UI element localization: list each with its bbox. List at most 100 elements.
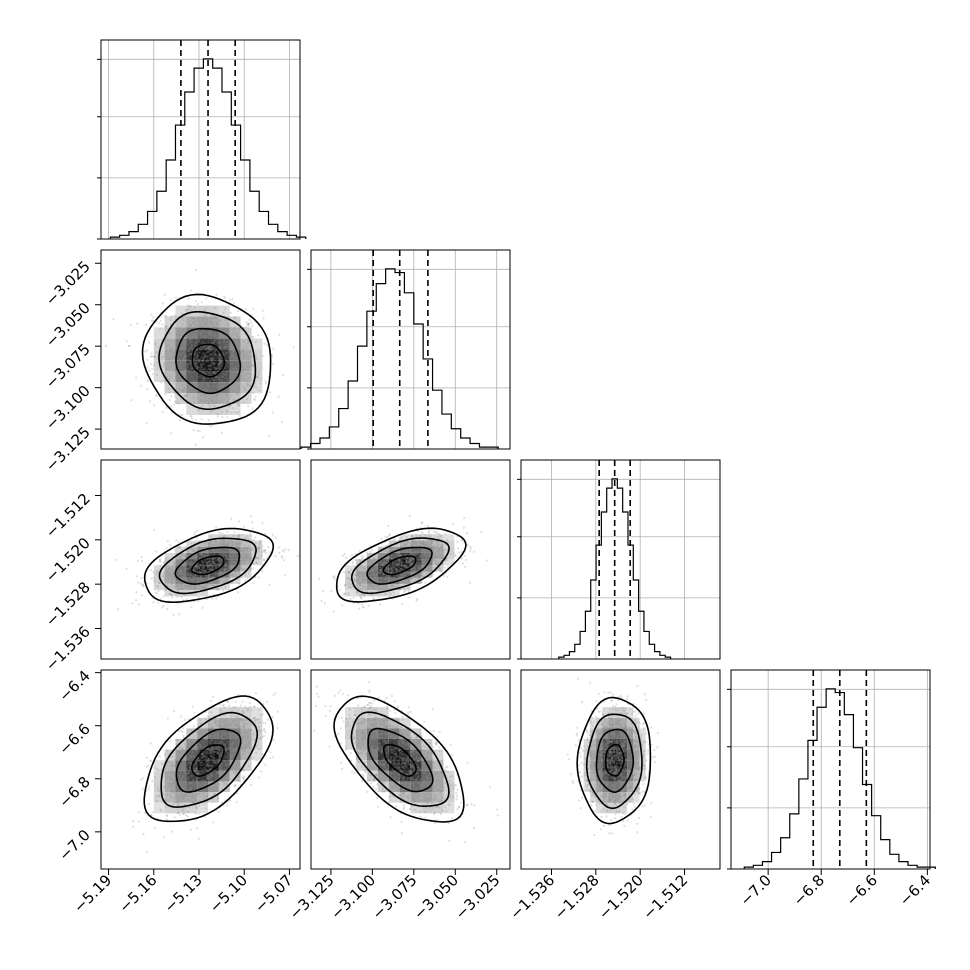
scatter-point — [338, 589, 341, 592]
density-cell — [614, 802, 621, 814]
scatter-point — [364, 579, 367, 582]
scatter-point — [404, 575, 407, 578]
scatter-point — [261, 752, 264, 756]
scatter-point — [236, 762, 239, 765]
scatter-point — [212, 352, 215, 355]
scatter-point — [234, 366, 237, 369]
scatter-point — [202, 564, 205, 568]
scatter-point — [218, 708, 222, 712]
scatter-point — [392, 539, 395, 542]
scatter-point — [179, 783, 182, 786]
density-cell — [355, 760, 367, 771]
scatter-point — [200, 356, 203, 359]
scatter-point — [239, 704, 242, 707]
scatter-point — [208, 741, 211, 744]
scatter-point — [226, 365, 229, 368]
density-cell — [208, 360, 219, 372]
scatter-point — [190, 578, 193, 581]
scatter-point — [292, 346, 295, 349]
scatter-point — [185, 568, 188, 571]
scatter-point — [184, 369, 187, 372]
scatter-point — [201, 358, 204, 361]
scatter-point — [216, 771, 219, 775]
scatter-point — [245, 556, 248, 559]
scatter-point — [206, 355, 209, 358]
scatter-point — [178, 746, 182, 749]
scatter-point — [225, 555, 228, 558]
density-cell — [208, 577, 219, 584]
scatter-point — [180, 794, 183, 797]
scatter-point — [234, 356, 237, 359]
scatter-point — [206, 774, 209, 777]
scatter-point — [190, 417, 194, 420]
scatter-point — [205, 348, 208, 351]
scatter-point — [209, 323, 212, 326]
scatter-point — [182, 760, 185, 763]
scatter-point — [254, 340, 258, 343]
scatter-point — [179, 566, 182, 569]
scatter-point — [235, 392, 238, 395]
scatter-point — [203, 729, 206, 732]
scatter-point — [204, 738, 207, 741]
scatter-point — [201, 764, 204, 767]
scatter-point — [146, 380, 149, 383]
scatter-point — [214, 352, 217, 355]
scatter-point — [438, 567, 442, 570]
density-cell — [197, 739, 209, 750]
scatter-point — [214, 372, 217, 375]
scatter-point — [201, 436, 204, 439]
scatter-point — [141, 583, 144, 586]
scatter-point — [258, 542, 261, 546]
scatter-point — [243, 378, 246, 381]
scatter-point — [202, 733, 205, 736]
scatter-point — [331, 575, 335, 578]
scatter-point — [206, 565, 209, 568]
scatter-point — [212, 560, 215, 563]
scatter-point — [230, 565, 233, 568]
scatter-point — [174, 392, 177, 395]
scatter-point — [209, 365, 212, 368]
scatter-point — [215, 368, 218, 371]
scatter-point — [184, 395, 187, 398]
scatter-point — [174, 585, 177, 589]
scatter-point — [238, 327, 241, 330]
scatter-point — [232, 377, 235, 380]
scatter-point — [215, 788, 218, 792]
scatter-point — [205, 396, 208, 399]
scatter-point — [242, 357, 245, 360]
scatter-point — [403, 542, 406, 545]
scatter-point — [184, 352, 187, 356]
scatter-point — [228, 558, 232, 561]
scatter-point — [232, 355, 235, 358]
scatter-point — [172, 785, 175, 789]
density-cell — [186, 393, 198, 404]
density-cell — [197, 590, 209, 597]
scatter-point — [244, 559, 247, 562]
scatter-point — [212, 324, 215, 327]
scatter-point — [187, 369, 190, 372]
density-cell — [229, 571, 241, 578]
scatter-point — [220, 560, 223, 563]
scatter-point — [201, 319, 205, 322]
scatter-point — [235, 719, 238, 722]
scatter-point — [214, 361, 217, 364]
density-cell — [197, 316, 209, 328]
scatter-point — [209, 699, 212, 703]
scatter-point — [403, 589, 407, 593]
density-cell — [355, 583, 367, 591]
scatter-point — [181, 389, 184, 392]
scatter-point — [186, 364, 189, 367]
density-cell — [399, 781, 411, 792]
scatter-point — [213, 390, 217, 393]
scatter-point — [179, 378, 182, 381]
scatter-point — [186, 560, 189, 564]
density-cell — [410, 577, 422, 584]
scatter-point — [166, 367, 169, 370]
scatter-point — [195, 768, 198, 771]
scatter-point — [217, 811, 220, 814]
scatter-point — [190, 556, 193, 560]
scatter-point — [219, 754, 222, 757]
density-cell — [197, 552, 209, 560]
scatter-point — [208, 380, 211, 383]
scatter-point — [197, 387, 200, 390]
